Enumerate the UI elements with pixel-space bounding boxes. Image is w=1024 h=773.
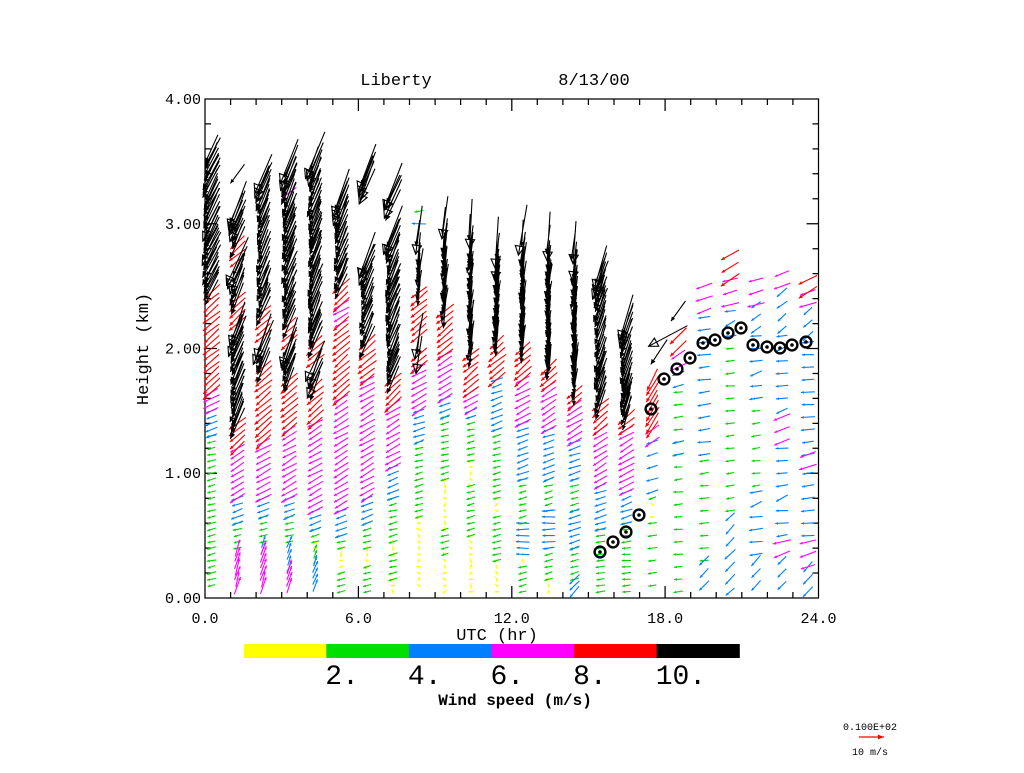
svg-text:8.: 8. [573, 662, 607, 693]
svg-text:18.0: 18.0 [647, 611, 683, 628]
svg-text:0.0: 0.0 [191, 611, 218, 628]
svg-text:6.: 6. [491, 662, 525, 693]
svg-text:12.0: 12.0 [494, 611, 530, 628]
svg-text:10 m/s: 10 m/s [852, 747, 888, 759]
svg-text:3.00: 3.00 [165, 217, 201, 234]
svg-text:0.00: 0.00 [165, 591, 201, 608]
svg-text:24.0: 24.0 [800, 611, 836, 628]
svg-text:10.: 10. [656, 662, 706, 693]
svg-text:6.0: 6.0 [345, 611, 372, 628]
svg-text:4.: 4. [408, 662, 442, 693]
svg-text:Height (km): Height (km) [135, 293, 154, 405]
svg-text:4.00: 4.00 [165, 92, 201, 109]
svg-text:0.100E+02: 0.100E+02 [843, 723, 897, 734]
svg-text:2.: 2. [325, 662, 359, 693]
svg-text:Wind speed (m/s): Wind speed (m/s) [438, 692, 592, 710]
svg-text:8/13/00: 8/13/00 [558, 72, 629, 91]
svg-text:UTC (hr): UTC (hr) [456, 627, 538, 646]
svg-text:Liberty: Liberty [360, 72, 431, 91]
svg-text:2.00: 2.00 [165, 342, 201, 359]
svg-text:1.00: 1.00 [165, 466, 201, 483]
